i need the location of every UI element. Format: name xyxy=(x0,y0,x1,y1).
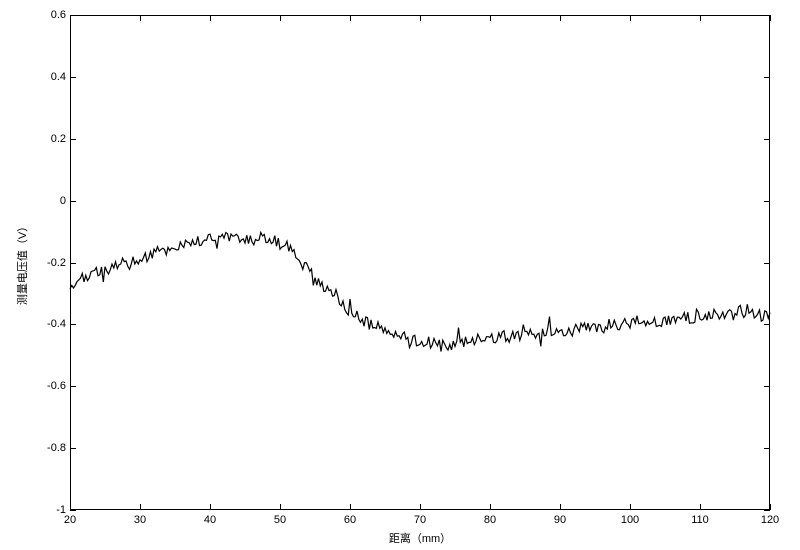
y-tick-label: 0 xyxy=(40,195,66,207)
x-tick-top xyxy=(420,15,421,21)
y-tick-right xyxy=(764,201,770,202)
y-tick-right xyxy=(764,510,770,511)
x-tick-top xyxy=(560,15,561,21)
y-tick xyxy=(70,15,76,16)
x-tick-top xyxy=(140,15,141,21)
x-tick-top xyxy=(210,15,211,21)
x-tick-label: 60 xyxy=(344,514,356,526)
x-tick-label: 50 xyxy=(274,514,286,526)
x-tick-top xyxy=(630,15,631,21)
x-tick-label: 30 xyxy=(134,514,146,526)
x-axis-title: 距离（mm） xyxy=(389,530,451,546)
y-axis-title: 测量电压值（V） xyxy=(14,220,30,304)
y-tick-right xyxy=(764,448,770,449)
x-tick-label: 80 xyxy=(484,514,496,526)
x-tick-label: 120 xyxy=(761,514,779,526)
x-tick-top xyxy=(700,15,701,21)
x-tick-top xyxy=(490,15,491,21)
y-tick-right xyxy=(764,324,770,325)
series-line xyxy=(70,232,770,351)
y-tick-label: 0.4 xyxy=(40,71,66,83)
y-tick-label: 0.2 xyxy=(40,133,66,145)
x-tick-label: 110 xyxy=(691,514,709,526)
x-tick-label: 90 xyxy=(554,514,566,526)
x-tick xyxy=(210,504,211,510)
x-tick-top xyxy=(280,15,281,21)
x-tick xyxy=(700,504,701,510)
x-tick xyxy=(630,504,631,510)
y-tick xyxy=(70,386,76,387)
y-tick-right xyxy=(764,15,770,16)
y-tick xyxy=(70,510,76,511)
x-tick xyxy=(420,504,421,510)
x-tick xyxy=(350,504,351,510)
y-tick xyxy=(70,263,76,264)
x-tick xyxy=(490,504,491,510)
y-tick-right xyxy=(764,139,770,140)
x-tick-label: 70 xyxy=(414,514,426,526)
x-tick xyxy=(140,504,141,510)
y-tick-right xyxy=(764,77,770,78)
y-tick xyxy=(70,77,76,78)
x-tick xyxy=(560,504,561,510)
y-tick-label: 0.6 xyxy=(40,9,66,21)
y-tick-right xyxy=(764,263,770,264)
x-tick-top xyxy=(350,15,351,21)
x-tick xyxy=(770,504,771,510)
y-tick-label: -1 xyxy=(40,504,66,516)
y-tick-label: -0.8 xyxy=(40,442,66,454)
x-tick-top xyxy=(770,15,771,21)
y-tick-label: -0.6 xyxy=(40,380,66,392)
chart-container: 2030405060708090100110120-1-0.8-0.6-0.4-… xyxy=(0,0,800,550)
y-tick-label: -0.2 xyxy=(40,257,66,269)
y-tick-label: -0.4 xyxy=(40,318,66,330)
y-tick-right xyxy=(764,386,770,387)
x-tick-label: 40 xyxy=(204,514,216,526)
data-line xyxy=(0,0,800,550)
y-tick xyxy=(70,324,76,325)
y-tick xyxy=(70,201,76,202)
x-tick xyxy=(280,504,281,510)
x-tick-label: 100 xyxy=(621,514,639,526)
y-tick xyxy=(70,139,76,140)
y-tick xyxy=(70,448,76,449)
